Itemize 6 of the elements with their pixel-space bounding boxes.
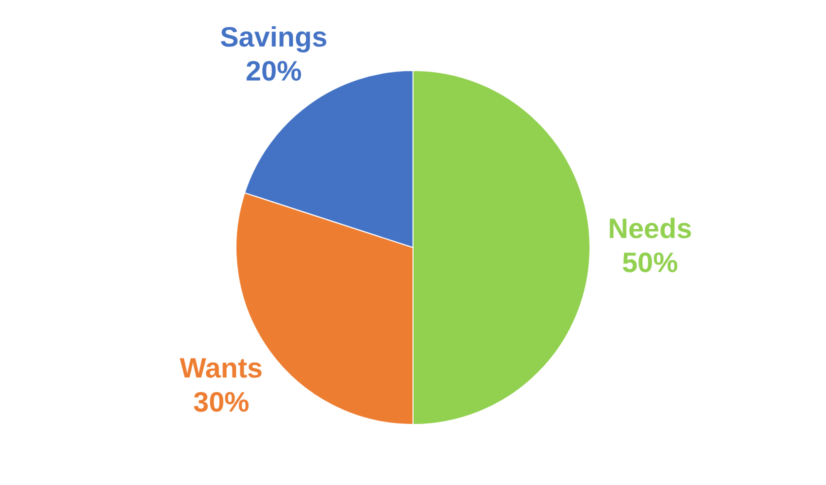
slice-label: Savings — [220, 21, 328, 52]
data-label: 20% — [246, 55, 302, 86]
data-label: 30% — [193, 386, 250, 418]
slice-label: Needs — [608, 213, 692, 244]
slice-label: Wants — [180, 352, 263, 384]
data-label: 50% — [622, 247, 678, 278]
